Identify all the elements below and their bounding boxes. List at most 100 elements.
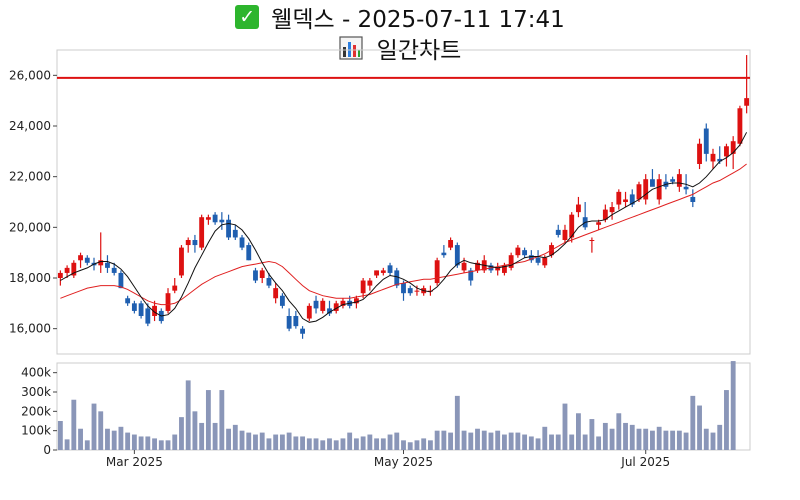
candle-body xyxy=(71,262,77,276)
candle-body xyxy=(448,240,454,248)
volume-y-tick-label: 300k xyxy=(21,385,51,399)
candle-body xyxy=(650,179,655,187)
candle-body xyxy=(185,240,191,246)
candle-body xyxy=(623,199,628,202)
volume-bar xyxy=(515,432,521,450)
candle-body xyxy=(205,217,211,220)
volume-bar xyxy=(111,430,117,450)
candle-body xyxy=(495,267,501,271)
volume-bar xyxy=(589,419,595,450)
candle-body xyxy=(374,270,380,276)
volume-bar xyxy=(407,442,413,450)
chart-title-text: 웰덱스 - 2025-07-11 17:41 xyxy=(271,7,565,33)
volume-bar xyxy=(360,436,366,450)
volume-bar xyxy=(569,434,575,450)
candle-body xyxy=(589,240,595,241)
volume-bar xyxy=(273,434,279,450)
volume-bar xyxy=(138,436,144,450)
candle-body xyxy=(656,179,662,200)
volume-bar xyxy=(212,422,218,450)
candle-body xyxy=(105,262,110,268)
volume-bar xyxy=(475,428,480,450)
volume-bar xyxy=(663,430,669,450)
volume-bar xyxy=(320,440,326,450)
price-panel: 16,000 18,000 20,000 22,000 24,000 26,000 xyxy=(9,49,751,355)
candle-body xyxy=(138,303,144,316)
chart-subtitle-text: 일간차트 xyxy=(376,38,462,64)
candle-body xyxy=(300,328,305,334)
ma5-line xyxy=(60,132,748,323)
volume-bar xyxy=(306,438,312,450)
candle-body xyxy=(266,278,272,286)
price-y-tick-label: 16,000 xyxy=(9,322,51,336)
volume-bar xyxy=(266,438,272,450)
volume-bar xyxy=(145,436,151,450)
volume-bar xyxy=(374,438,380,450)
candle-body xyxy=(636,184,642,200)
x-tick-label: Jul 2025 xyxy=(620,455,670,469)
candle-body xyxy=(306,305,312,319)
ma20-line xyxy=(60,163,747,306)
candle-body xyxy=(333,303,339,311)
candle-body xyxy=(502,265,507,273)
volume-bar xyxy=(279,434,285,450)
candle-body xyxy=(98,260,104,266)
volume-bar xyxy=(495,430,501,450)
candle-body xyxy=(253,270,258,281)
volume-bar xyxy=(205,390,211,450)
volume-bar xyxy=(522,434,528,450)
candle-body xyxy=(508,255,514,268)
volume-bar xyxy=(78,428,83,450)
volume-bar xyxy=(710,432,716,450)
volume-bar xyxy=(562,403,568,450)
volume-bar xyxy=(690,395,696,450)
candle-body xyxy=(515,247,521,256)
candle-body xyxy=(555,229,561,235)
candle-body xyxy=(401,283,406,294)
candle-body xyxy=(165,293,171,311)
candle-body xyxy=(353,298,359,304)
candle-body xyxy=(172,285,178,291)
candle-body xyxy=(562,229,568,240)
volume-bar xyxy=(105,428,110,450)
candle-body xyxy=(293,316,299,327)
volume-bar xyxy=(434,430,440,450)
candle-body xyxy=(367,280,373,286)
candle-body xyxy=(327,308,332,314)
volume-bar xyxy=(152,438,157,450)
volume-bar xyxy=(481,430,487,450)
volume-bar xyxy=(724,390,729,450)
volume-bar xyxy=(313,438,319,450)
candle-body xyxy=(179,247,184,276)
volume-bar xyxy=(401,440,406,450)
chart-title: ✓ 웰덱스 - 2025-07-11 17:41 xyxy=(0,0,800,34)
volume-bar xyxy=(333,440,339,450)
check-mark-icon: ✓ xyxy=(235,5,260,29)
candle-body xyxy=(703,128,709,154)
volume-bar xyxy=(179,417,184,450)
volume-bar xyxy=(421,438,427,450)
volume-bar xyxy=(616,413,622,450)
volume-bar xyxy=(602,422,608,450)
price-y-tick-label: 22,000 xyxy=(9,170,51,184)
candle-body xyxy=(340,300,346,306)
volume-bar xyxy=(219,390,225,450)
candle-body xyxy=(683,186,689,190)
candle-body xyxy=(710,153,716,162)
x-tick-label: Mar 2025 xyxy=(106,455,163,469)
candle-body xyxy=(64,267,70,273)
candle-body xyxy=(427,290,433,292)
x-axis: Mar 2025 May 2025 Jul 2025 xyxy=(106,450,670,469)
volume-bar xyxy=(643,428,649,450)
candle-body xyxy=(737,108,743,144)
candle-body xyxy=(468,270,474,281)
candle-body xyxy=(360,280,366,294)
volume-bar xyxy=(717,424,723,450)
volume-bar xyxy=(84,440,90,450)
volume-bar xyxy=(609,428,615,450)
volume-bar xyxy=(394,432,400,450)
candle-body xyxy=(730,141,736,154)
volume-bar xyxy=(730,361,736,450)
candle-body xyxy=(676,174,682,187)
volume-bar xyxy=(253,434,258,450)
